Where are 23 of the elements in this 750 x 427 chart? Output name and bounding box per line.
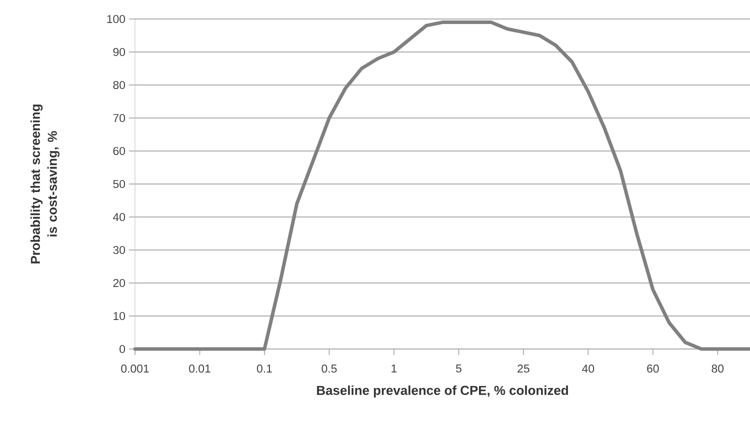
x-axis-title: Baseline prevalence of CPE, % colonized	[317, 385, 568, 398]
x-tick-label: 0.5	[322, 364, 337, 373]
y-tick-label: 90	[113, 48, 126, 56]
y-tick-label: 10	[114, 312, 126, 320]
y-axis-title: Probability that screening is cost-saving, %	[30, 104, 60, 264]
x-tick-label: 5	[456, 364, 462, 373]
y-tick-label: 20	[113, 278, 126, 288]
y-tick-label: 0	[120, 344, 126, 354]
y-tick-label: 40	[113, 212, 126, 222]
y-tick-label: 60	[113, 146, 126, 156]
y-tick-label: 80	[113, 80, 126, 90]
x-tick-label: 0.001	[121, 364, 149, 373]
x-tick-label: 0.1	[256, 364, 272, 373]
x-tick-label: 80	[712, 364, 724, 373]
y-tick-label: 70	[113, 114, 126, 122]
x-tick-label: 40	[582, 364, 594, 373]
x-tick-label: 0.01	[189, 364, 210, 373]
y-tick-label: 50	[113, 180, 126, 188]
x-tick-label: 25	[518, 364, 530, 373]
x-tick-label: 1	[392, 364, 397, 372]
y-tick-label: 100	[107, 14, 126, 24]
y-tick-label: 30	[113, 246, 126, 254]
x-tick-label: 60	[647, 364, 659, 373]
